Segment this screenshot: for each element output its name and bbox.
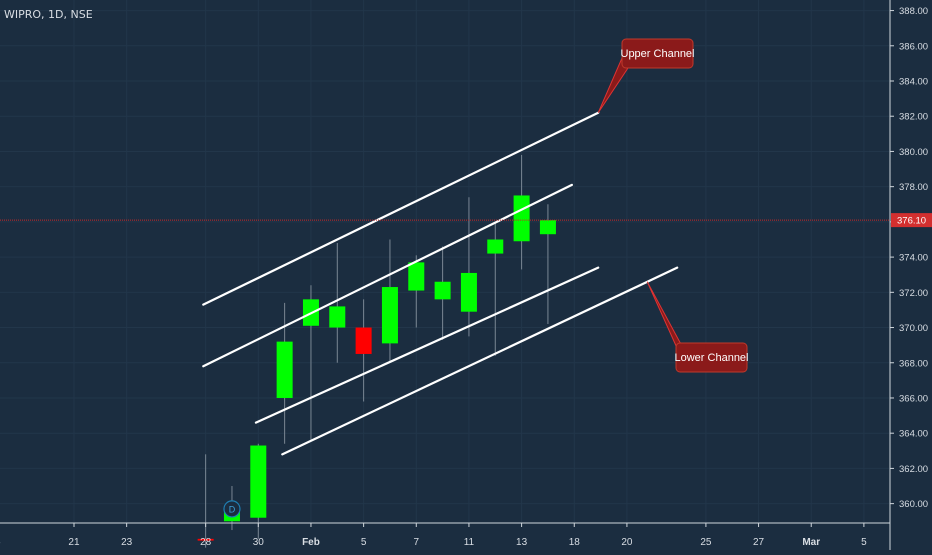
candle-body[interactable]: [539, 220, 556, 235]
price-tick-label: 368.00: [899, 358, 928, 369]
candle-body[interactable]: [460, 272, 477, 312]
candle-body[interactable]: [276, 341, 293, 398]
candle-body[interactable]: [381, 287, 398, 344]
candle-body[interactable]: [355, 327, 372, 354]
dividend-marker-label: D: [229, 504, 236, 514]
current-price-tag: [891, 213, 932, 228]
price-tick-label: 388.00: [899, 6, 928, 17]
time-tick-label: 25: [700, 537, 712, 548]
candle-body[interactable]: [250, 445, 267, 518]
price-tick-label: 382.00: [899, 112, 928, 123]
upper-channel-text: Upper Channel: [621, 48, 695, 60]
callouts: Upper Channel Lower Channel: [597, 38, 749, 373]
candle-body[interactable]: [513, 195, 530, 242]
price-tick-label: 366.00: [899, 393, 928, 404]
callout-pointer: [646, 281, 684, 349]
price-tick-label: 362.00: [899, 464, 928, 475]
candle-body[interactable]: [487, 239, 504, 254]
price-tick-label: 372.00: [899, 288, 928, 299]
candle-body[interactable]: [434, 281, 451, 300]
price-tick-label: 370.00: [899, 323, 928, 334]
candle-bodies: [197, 195, 556, 541]
price-tick-label: 380.00: [899, 147, 928, 158]
time-tick-label: 27: [753, 537, 765, 548]
dividend-marker: D: [223, 500, 241, 518]
symbol-label: WIPRO, 1D, NSE: [4, 8, 93, 21]
time-tick-label: 5: [861, 537, 867, 548]
time-tick-label: 23: [121, 537, 133, 548]
time-tick-label: 13: [516, 537, 528, 548]
price-tick-label: 360.00: [899, 499, 928, 510]
price-tick-label: 364.00: [899, 429, 928, 440]
channel-lines: [202, 111, 679, 456]
time-tick-label: 11: [464, 537, 475, 548]
dividend-icon[interactable]: [223, 500, 241, 518]
price-tick-label: 378.00: [899, 182, 928, 193]
time-tick-label: 28: [200, 537, 212, 548]
channel-line[interactable]: [202, 111, 600, 306]
time-tick-label: 16: [0, 537, 1, 548]
candle-body[interactable]: [408, 262, 425, 291]
price-tick-label: 384.00: [899, 77, 928, 88]
grid: [0, 0, 890, 523]
price-tick-label: 374.00: [899, 253, 928, 264]
time-axis: 16 21 23 28 30 Feb 5 7 11 13 18 20 25 27 Mar 5: [0, 522, 890, 548]
lower-channel-callout[interactable]: [675, 342, 748, 373]
time-tick-label: Mar: [802, 537, 820, 548]
time-tick-label: Feb: [302, 537, 320, 548]
channel-line[interactable]: [254, 266, 600, 424]
time-tick-label: 18: [569, 537, 581, 548]
candle-body[interactable]: [197, 538, 214, 541]
channel-line[interactable]: [281, 266, 679, 456]
time-tick-label: 5: [361, 537, 367, 548]
lower-channel-text: Lower Channel: [675, 352, 749, 364]
current-price-label: 376.10: [897, 216, 926, 227]
time-tick-label: 30: [253, 537, 265, 548]
price-tick-label: 386.00: [899, 41, 928, 52]
price-axis: 360.00 362.00 364.00 366.00 368.00 370.00 372.…: [889, 0, 932, 550]
channel-line[interactable]: [202, 183, 573, 368]
time-tick-label: 21: [68, 537, 80, 548]
time-tick-label: 7: [413, 537, 419, 548]
time-tick-label: 20: [621, 537, 633, 548]
candle-body[interactable]: [329, 306, 346, 328]
upper-channel-callout[interactable]: [621, 38, 694, 69]
